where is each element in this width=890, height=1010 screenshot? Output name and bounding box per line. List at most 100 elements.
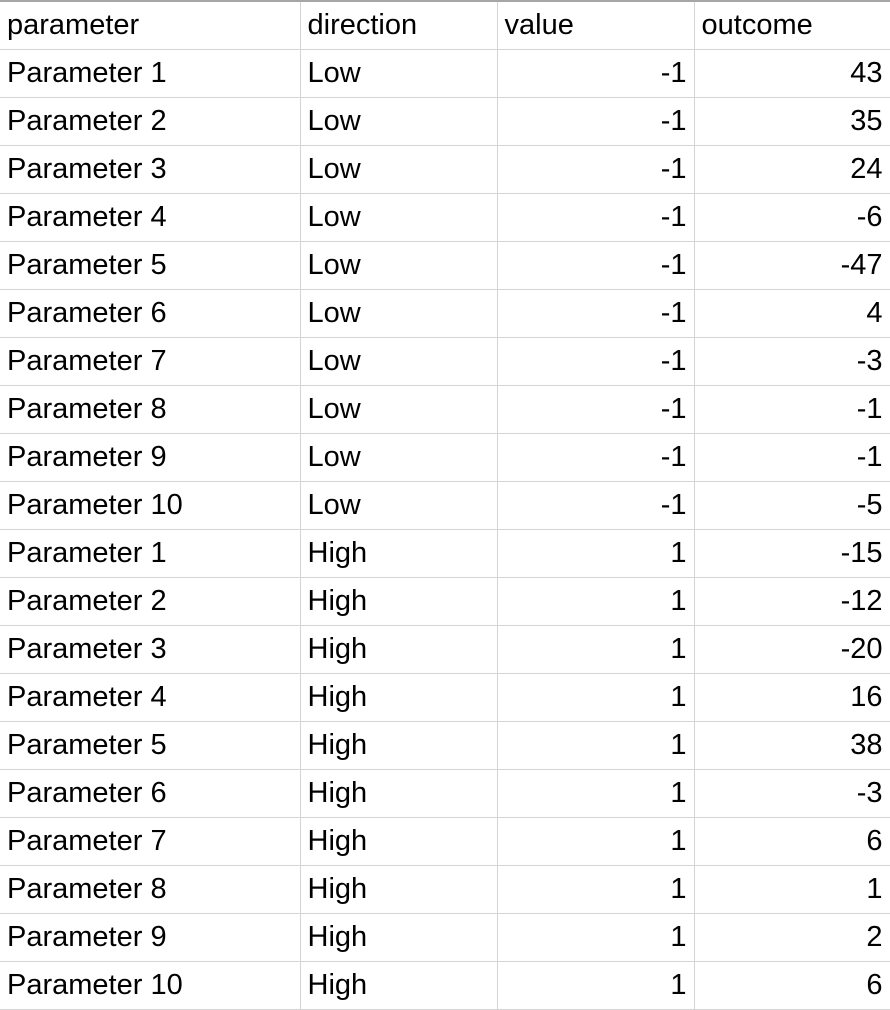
cell-parameter[interactable]: Parameter 9 — [0, 433, 301, 482]
cell-direction[interactable]: High — [300, 913, 498, 962]
cell-value[interactable]: -1 — [497, 289, 695, 338]
cell-parameter[interactable]: Parameter 6 — [0, 289, 301, 338]
cell-parameter[interactable]: Parameter 10 — [0, 961, 301, 1010]
cell-outcome[interactable]: -1 — [694, 385, 890, 434]
cell-outcome[interactable]: 38 — [694, 721, 890, 770]
cell-value[interactable]: -1 — [497, 385, 695, 434]
cell-direction[interactable]: High — [300, 865, 498, 914]
cell-direction[interactable]: Low — [300, 481, 498, 530]
cell-outcome[interactable]: 4 — [694, 289, 890, 338]
header-row: parameter direction value outcome — [0, 2, 890, 50]
cell-parameter[interactable]: Parameter 3 — [0, 145, 301, 194]
cell-parameter[interactable]: Parameter 6 — [0, 769, 301, 818]
table-row: Parameter 1 Low -1 43 — [0, 49, 890, 98]
cell-direction[interactable]: High — [300, 721, 498, 770]
cell-direction[interactable]: Low — [300, 337, 498, 386]
cell-parameter[interactable]: Parameter 7 — [0, 817, 301, 866]
cell-outcome[interactable]: -1 — [694, 433, 890, 482]
cell-outcome[interactable]: 43 — [694, 49, 890, 98]
cell-outcome[interactable]: -3 — [694, 769, 890, 818]
cell-outcome[interactable]: -12 — [694, 577, 890, 626]
cell-parameter[interactable]: Parameter 3 — [0, 625, 301, 674]
cell-outcome[interactable]: 1 — [694, 865, 890, 914]
table-row: Parameter 9 Low -1 -1 — [0, 433, 890, 482]
table-row: Parameter 10 Low -1 -5 — [0, 481, 890, 530]
cell-outcome[interactable]: -5 — [694, 481, 890, 530]
cell-outcome[interactable]: 6 — [694, 817, 890, 866]
cell-parameter[interactable]: Parameter 5 — [0, 241, 301, 290]
table-row: Parameter 7 High 1 6 — [0, 817, 890, 866]
table-row: Parameter 10 High 1 6 — [0, 961, 890, 1010]
cell-value[interactable]: -1 — [497, 97, 695, 146]
cell-value[interactable]: -1 — [497, 337, 695, 386]
cell-parameter[interactable]: Parameter 8 — [0, 865, 301, 914]
cell-direction[interactable]: High — [300, 769, 498, 818]
cell-parameter[interactable]: Parameter 5 — [0, 721, 301, 770]
cell-outcome[interactable]: 2 — [694, 913, 890, 962]
cell-direction[interactable]: Low — [300, 145, 498, 194]
cell-value[interactable]: 1 — [497, 529, 695, 578]
cell-parameter[interactable]: Parameter 7 — [0, 337, 301, 386]
table-row: Parameter 4 Low -1 -6 — [0, 193, 890, 242]
cell-value[interactable]: -1 — [497, 193, 695, 242]
cell-parameter[interactable]: Parameter 2 — [0, 577, 301, 626]
cell-value[interactable]: 1 — [497, 673, 695, 722]
cell-value[interactable]: 1 — [497, 577, 695, 626]
header-cell-direction[interactable]: direction — [300, 2, 498, 50]
cell-parameter[interactable]: Parameter 10 — [0, 481, 301, 530]
cell-value[interactable]: 1 — [497, 817, 695, 866]
cell-value[interactable]: 1 — [497, 913, 695, 962]
cell-value[interactable]: 1 — [497, 625, 695, 674]
table-row: Parameter 2 Low -1 35 — [0, 97, 890, 146]
cell-parameter[interactable]: Parameter 9 — [0, 913, 301, 962]
table-row: Parameter 8 High 1 1 — [0, 865, 890, 914]
cell-direction[interactable]: High — [300, 529, 498, 578]
table-row: Parameter 4 High 1 16 — [0, 673, 890, 722]
header-cell-value[interactable]: value — [497, 2, 695, 50]
cell-value[interactable]: -1 — [497, 481, 695, 530]
cell-direction[interactable]: Low — [300, 193, 498, 242]
cell-parameter[interactable]: Parameter 8 — [0, 385, 301, 434]
table-row: Parameter 6 Low -1 4 — [0, 289, 890, 338]
cell-parameter[interactable]: Parameter 1 — [0, 49, 301, 98]
cell-outcome[interactable]: -47 — [694, 241, 890, 290]
cell-direction[interactable]: High — [300, 577, 498, 626]
table-row: Parameter 5 High 1 38 — [0, 721, 890, 770]
cell-direction[interactable]: High — [300, 961, 498, 1010]
cell-direction[interactable]: Low — [300, 241, 498, 290]
cell-outcome[interactable]: 16 — [694, 673, 890, 722]
table-row: Parameter 6 High 1 -3 — [0, 769, 890, 818]
cell-outcome[interactable]: -3 — [694, 337, 890, 386]
cell-parameter[interactable]: Parameter 4 — [0, 673, 301, 722]
header-cell-parameter[interactable]: parameter — [0, 2, 301, 50]
cell-direction[interactable]: Low — [300, 49, 498, 98]
cell-direction[interactable]: Low — [300, 433, 498, 482]
header-cell-outcome[interactable]: outcome — [694, 2, 890, 50]
cell-parameter[interactable]: Parameter 1 — [0, 529, 301, 578]
cell-direction[interactable]: High — [300, 673, 498, 722]
cell-value[interactable]: 1 — [497, 961, 695, 1010]
cell-direction[interactable]: High — [300, 625, 498, 674]
cell-value[interactable]: -1 — [497, 433, 695, 482]
cell-value[interactable]: 1 — [497, 721, 695, 770]
cell-value[interactable]: 1 — [497, 769, 695, 818]
cell-direction[interactable]: Low — [300, 97, 498, 146]
cell-value[interactable]: -1 — [497, 49, 695, 98]
cell-parameter[interactable]: Parameter 2 — [0, 97, 301, 146]
cell-direction[interactable]: Low — [300, 289, 498, 338]
cell-direction[interactable]: High — [300, 817, 498, 866]
cell-outcome[interactable]: 24 — [694, 145, 890, 194]
table-row: Parameter 2 High 1 -12 — [0, 577, 890, 626]
cell-parameter[interactable]: Parameter 4 — [0, 193, 301, 242]
cell-outcome[interactable]: -20 — [694, 625, 890, 674]
cell-outcome[interactable]: 35 — [694, 97, 890, 146]
cell-outcome[interactable]: -15 — [694, 529, 890, 578]
cell-direction[interactable]: Low — [300, 385, 498, 434]
cell-value[interactable]: 1 — [497, 865, 695, 914]
cell-outcome[interactable]: 6 — [694, 961, 890, 1010]
table-row: Parameter 1 High 1 -15 — [0, 529, 890, 578]
cell-value[interactable]: -1 — [497, 145, 695, 194]
cell-value[interactable]: -1 — [497, 241, 695, 290]
cell-outcome[interactable]: -6 — [694, 193, 890, 242]
